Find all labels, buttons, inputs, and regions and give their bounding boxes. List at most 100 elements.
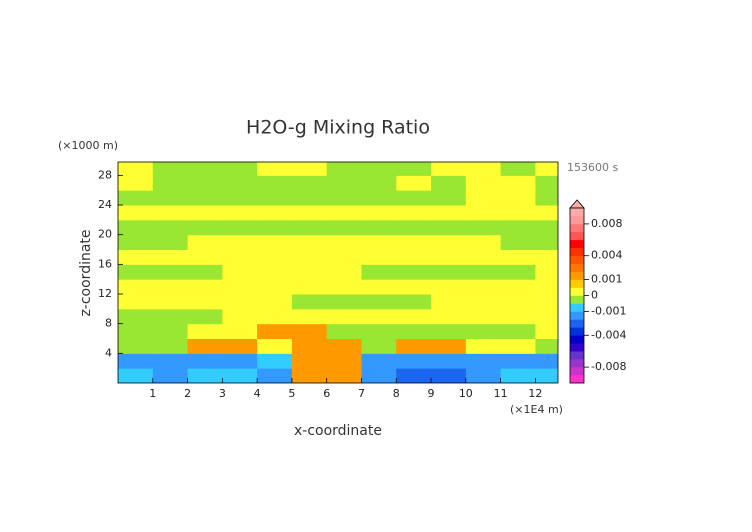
colorbar-tick-label: -0.001 (591, 304, 626, 317)
field-cell (118, 190, 154, 206)
field-cell (465, 308, 502, 325)
field-cell (187, 219, 223, 236)
field-cell (118, 249, 154, 265)
field-cell (431, 175, 467, 191)
y-tick-label: 12 (98, 287, 112, 300)
field-cell (152, 308, 189, 325)
field-cell (187, 308, 223, 325)
field-cell (222, 264, 258, 280)
field-cell (291, 294, 328, 310)
field-cell (118, 323, 154, 340)
field-cell (257, 264, 293, 280)
field-cell (187, 338, 223, 354)
field-cell (500, 175, 536, 191)
field-cell (361, 353, 397, 369)
field-cell (152, 353, 189, 369)
field-cell (222, 205, 258, 221)
colorbar-band (570, 327, 584, 336)
field-cell (118, 175, 154, 191)
field-cell (291, 162, 328, 176)
field-cell (187, 190, 223, 206)
field-cell (431, 338, 467, 354)
field-cell (222, 175, 258, 191)
field-cell (152, 264, 189, 280)
x-tick-label: 5 (288, 387, 295, 400)
colorbar-band (570, 287, 584, 296)
field-cell (187, 234, 223, 251)
field-cell (187, 279, 223, 295)
field-cell (431, 234, 467, 251)
x-tick-label: 2 (184, 387, 191, 400)
field-cell (396, 219, 432, 236)
field-cell (396, 353, 432, 369)
field-cell (257, 219, 293, 236)
y-tick-label: 4 (105, 346, 112, 359)
colorbar-band (570, 303, 584, 312)
field-cell (535, 368, 558, 383)
field-cell (291, 234, 328, 251)
field-cell (465, 205, 502, 221)
field-cell (361, 368, 397, 383)
field-cell (326, 338, 362, 354)
field-cell (257, 323, 293, 340)
field-cell (257, 279, 293, 295)
colorbar-band (570, 239, 584, 249)
colorbar-band (570, 247, 584, 257)
field-cell (500, 249, 536, 265)
field-cell (431, 162, 467, 176)
x-axis-label: x-coordinate (294, 423, 382, 439)
field-cell (222, 308, 258, 325)
field-cell (222, 338, 258, 354)
field-cell (326, 353, 362, 369)
field-cell (535, 338, 558, 354)
field-cell (535, 162, 558, 176)
colorbar-band (570, 343, 584, 352)
field-cell (118, 368, 154, 383)
field-cell (118, 308, 154, 325)
field-cell (257, 162, 293, 176)
field-cell (431, 308, 467, 325)
field-cell (500, 294, 536, 310)
field-cell (152, 368, 189, 383)
field-cell (326, 249, 362, 265)
field-cell (535, 279, 558, 295)
field-cell (500, 308, 536, 325)
field-cell (361, 205, 397, 221)
field-cell (222, 234, 258, 251)
field-cell (500, 279, 536, 295)
field-cell (152, 323, 189, 340)
field-cell (291, 368, 328, 383)
field-cell (396, 234, 432, 251)
field-cell (118, 162, 154, 176)
field-cell (291, 279, 328, 295)
contour-field (118, 162, 558, 383)
colorbar-band (570, 335, 584, 344)
field-cell (187, 368, 223, 383)
field-cell (465, 338, 502, 354)
field-cell (152, 249, 189, 265)
field-cell (187, 205, 223, 221)
colorbar-tick-label: 0.008 (591, 217, 623, 230)
field-cell (326, 323, 362, 340)
field-cell (361, 308, 397, 325)
field-cell (361, 323, 397, 340)
field-cell (431, 368, 467, 383)
field-cell (257, 294, 293, 310)
colorbar-tick-label: -0.008 (591, 360, 626, 373)
field-cell (326, 308, 362, 325)
y-tick-label: 16 (98, 257, 112, 270)
field-cell (500, 162, 536, 176)
y-unit: (×1000 m) (58, 139, 118, 152)
field-cell (396, 205, 432, 221)
field-cell (500, 190, 536, 206)
field-cell (431, 294, 467, 310)
field-cell (465, 279, 502, 295)
field-cell (535, 264, 558, 280)
field-cell (291, 323, 328, 340)
field-cell (361, 264, 397, 280)
field-cell (187, 264, 223, 280)
field-cell (152, 162, 189, 176)
field-cell (535, 190, 558, 206)
field-cell (222, 368, 258, 383)
field-cell (361, 294, 397, 310)
